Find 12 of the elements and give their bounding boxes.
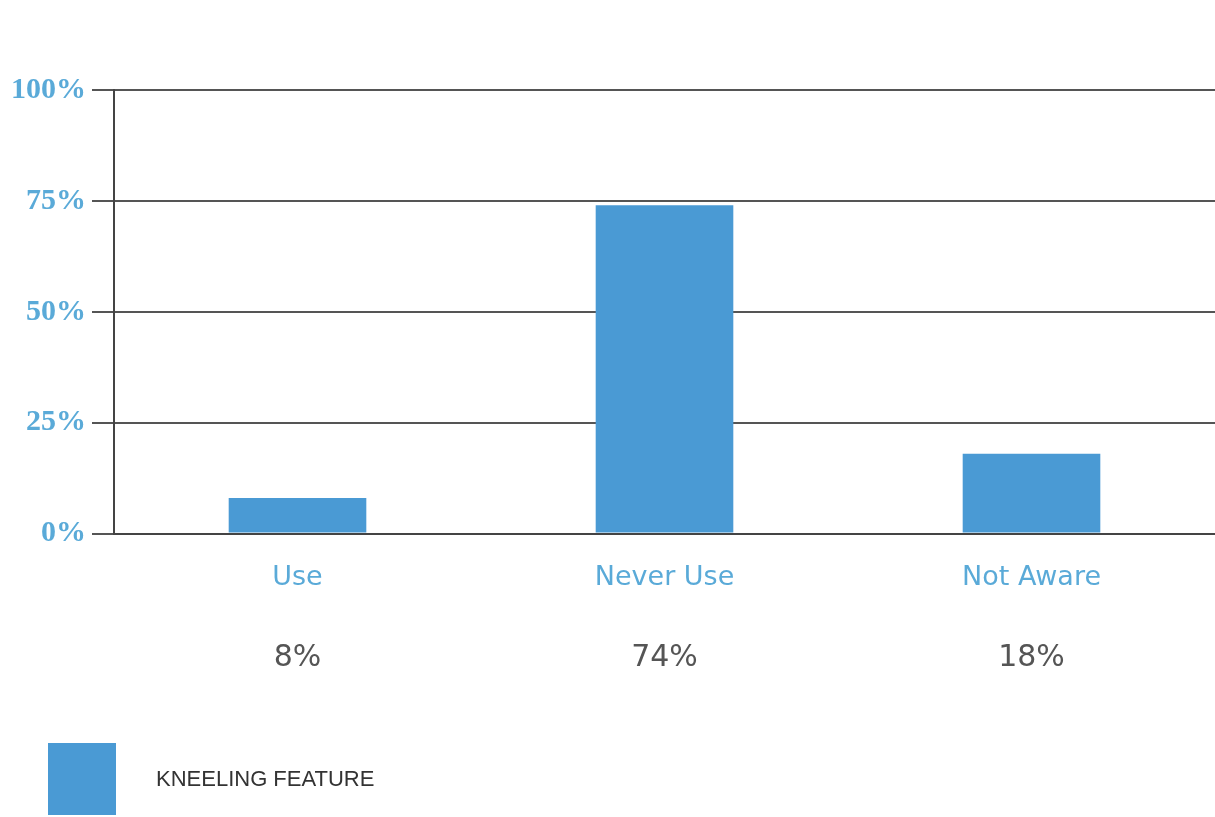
y-tick-label: 0% bbox=[41, 514, 86, 548]
y-tick-label: 75% bbox=[26, 181, 86, 215]
y-tick-label: 50% bbox=[26, 292, 86, 326]
text: KNEELING FEATURE bbox=[156, 766, 375, 792]
y-tick-label: 25% bbox=[26, 403, 86, 437]
x-tick-label: Never Use bbox=[594, 559, 735, 591]
data-label: 18% bbox=[998, 638, 1065, 674]
x-tick-label: Not Aware bbox=[961, 559, 1102, 591]
data-label: 74% bbox=[631, 638, 698, 674]
data-label: 8% bbox=[273, 638, 322, 674]
y-tick-label: 100% bbox=[11, 70, 86, 104]
x-tick-label: Use bbox=[272, 559, 323, 591]
